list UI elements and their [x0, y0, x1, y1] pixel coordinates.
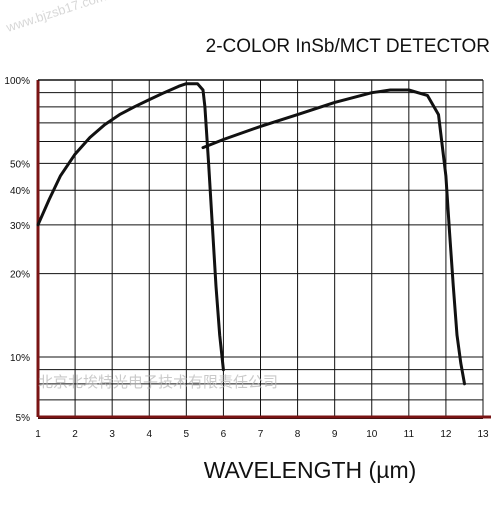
- y-tick-label: 30%: [10, 221, 30, 232]
- grid-lines: [37, 79, 484, 419]
- x-tick-label: 2: [72, 429, 78, 440]
- y-tick-label: 20%: [10, 270, 30, 281]
- y-tick-label: 10%: [10, 353, 30, 364]
- y-tick-labels: 5% 10% 20% 30% 40% 50% 100%: [4, 76, 30, 424]
- x-tick-label: 4: [146, 429, 152, 440]
- watermark-top: www.bjzsb17.com: [3, 0, 108, 35]
- x-tick-label: 7: [258, 429, 264, 440]
- y-tick-label: 50%: [10, 159, 30, 170]
- y-tick-label: 100%: [4, 76, 30, 87]
- watermark-bottom: 北京北埃特光电子技术有限责任公司: [38, 374, 278, 391]
- x-tick-label: 5: [184, 429, 190, 440]
- x-tick-label: 6: [221, 429, 227, 440]
- x-tick-labels: 1 2 3 4 5 6 7 8 9 10 11 12 13: [35, 429, 489, 440]
- x-axis-label: WAVELENGTH (µm): [204, 457, 417, 483]
- x-tick-label: 10: [366, 429, 378, 440]
- y-tick-label: 40%: [10, 186, 30, 197]
- plot-frame: [36, 79, 491, 419]
- y-tick-label: 5%: [16, 413, 31, 424]
- x-tick-label: 9: [332, 429, 338, 440]
- x-tick-label: 13: [477, 429, 489, 440]
- x-tick-label: 1: [35, 429, 41, 440]
- chart-title: 2-COLOR InSb/MCT DETECTOR: [206, 36, 490, 57]
- x-tick-label: 12: [440, 429, 452, 440]
- series-line-1: [36, 82, 225, 372]
- x-tick-label: 8: [295, 429, 301, 440]
- series-line-2: [201, 88, 466, 386]
- x-tick-label: 3: [109, 429, 115, 440]
- x-tick-label: 11: [404, 429, 415, 440]
- series-lines: [36, 82, 466, 386]
